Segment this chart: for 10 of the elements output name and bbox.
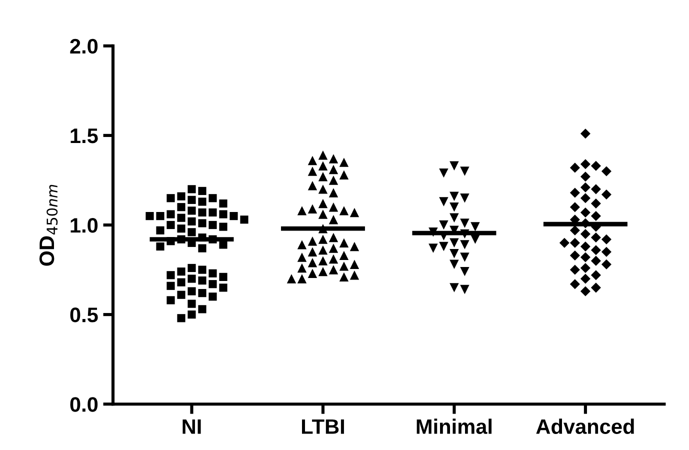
x-tick-label: LTBI (302, 419, 344, 434)
x-tick-label: NI (182, 419, 201, 434)
y-tick-label: 1.5 (70, 128, 98, 144)
y-tick-label: 2.0 (70, 38, 98, 54)
y-tick-label: 0.0 (70, 397, 98, 412)
y-tick-label: 0.5 (70, 308, 98, 322)
x-tick-label: Minimal (416, 418, 492, 434)
y-axis-title: OD$_{450nm}$ (39, 184, 58, 266)
y-tick-label: 1.0 (70, 218, 98, 233)
x-tick-label: Advanced (536, 418, 634, 434)
